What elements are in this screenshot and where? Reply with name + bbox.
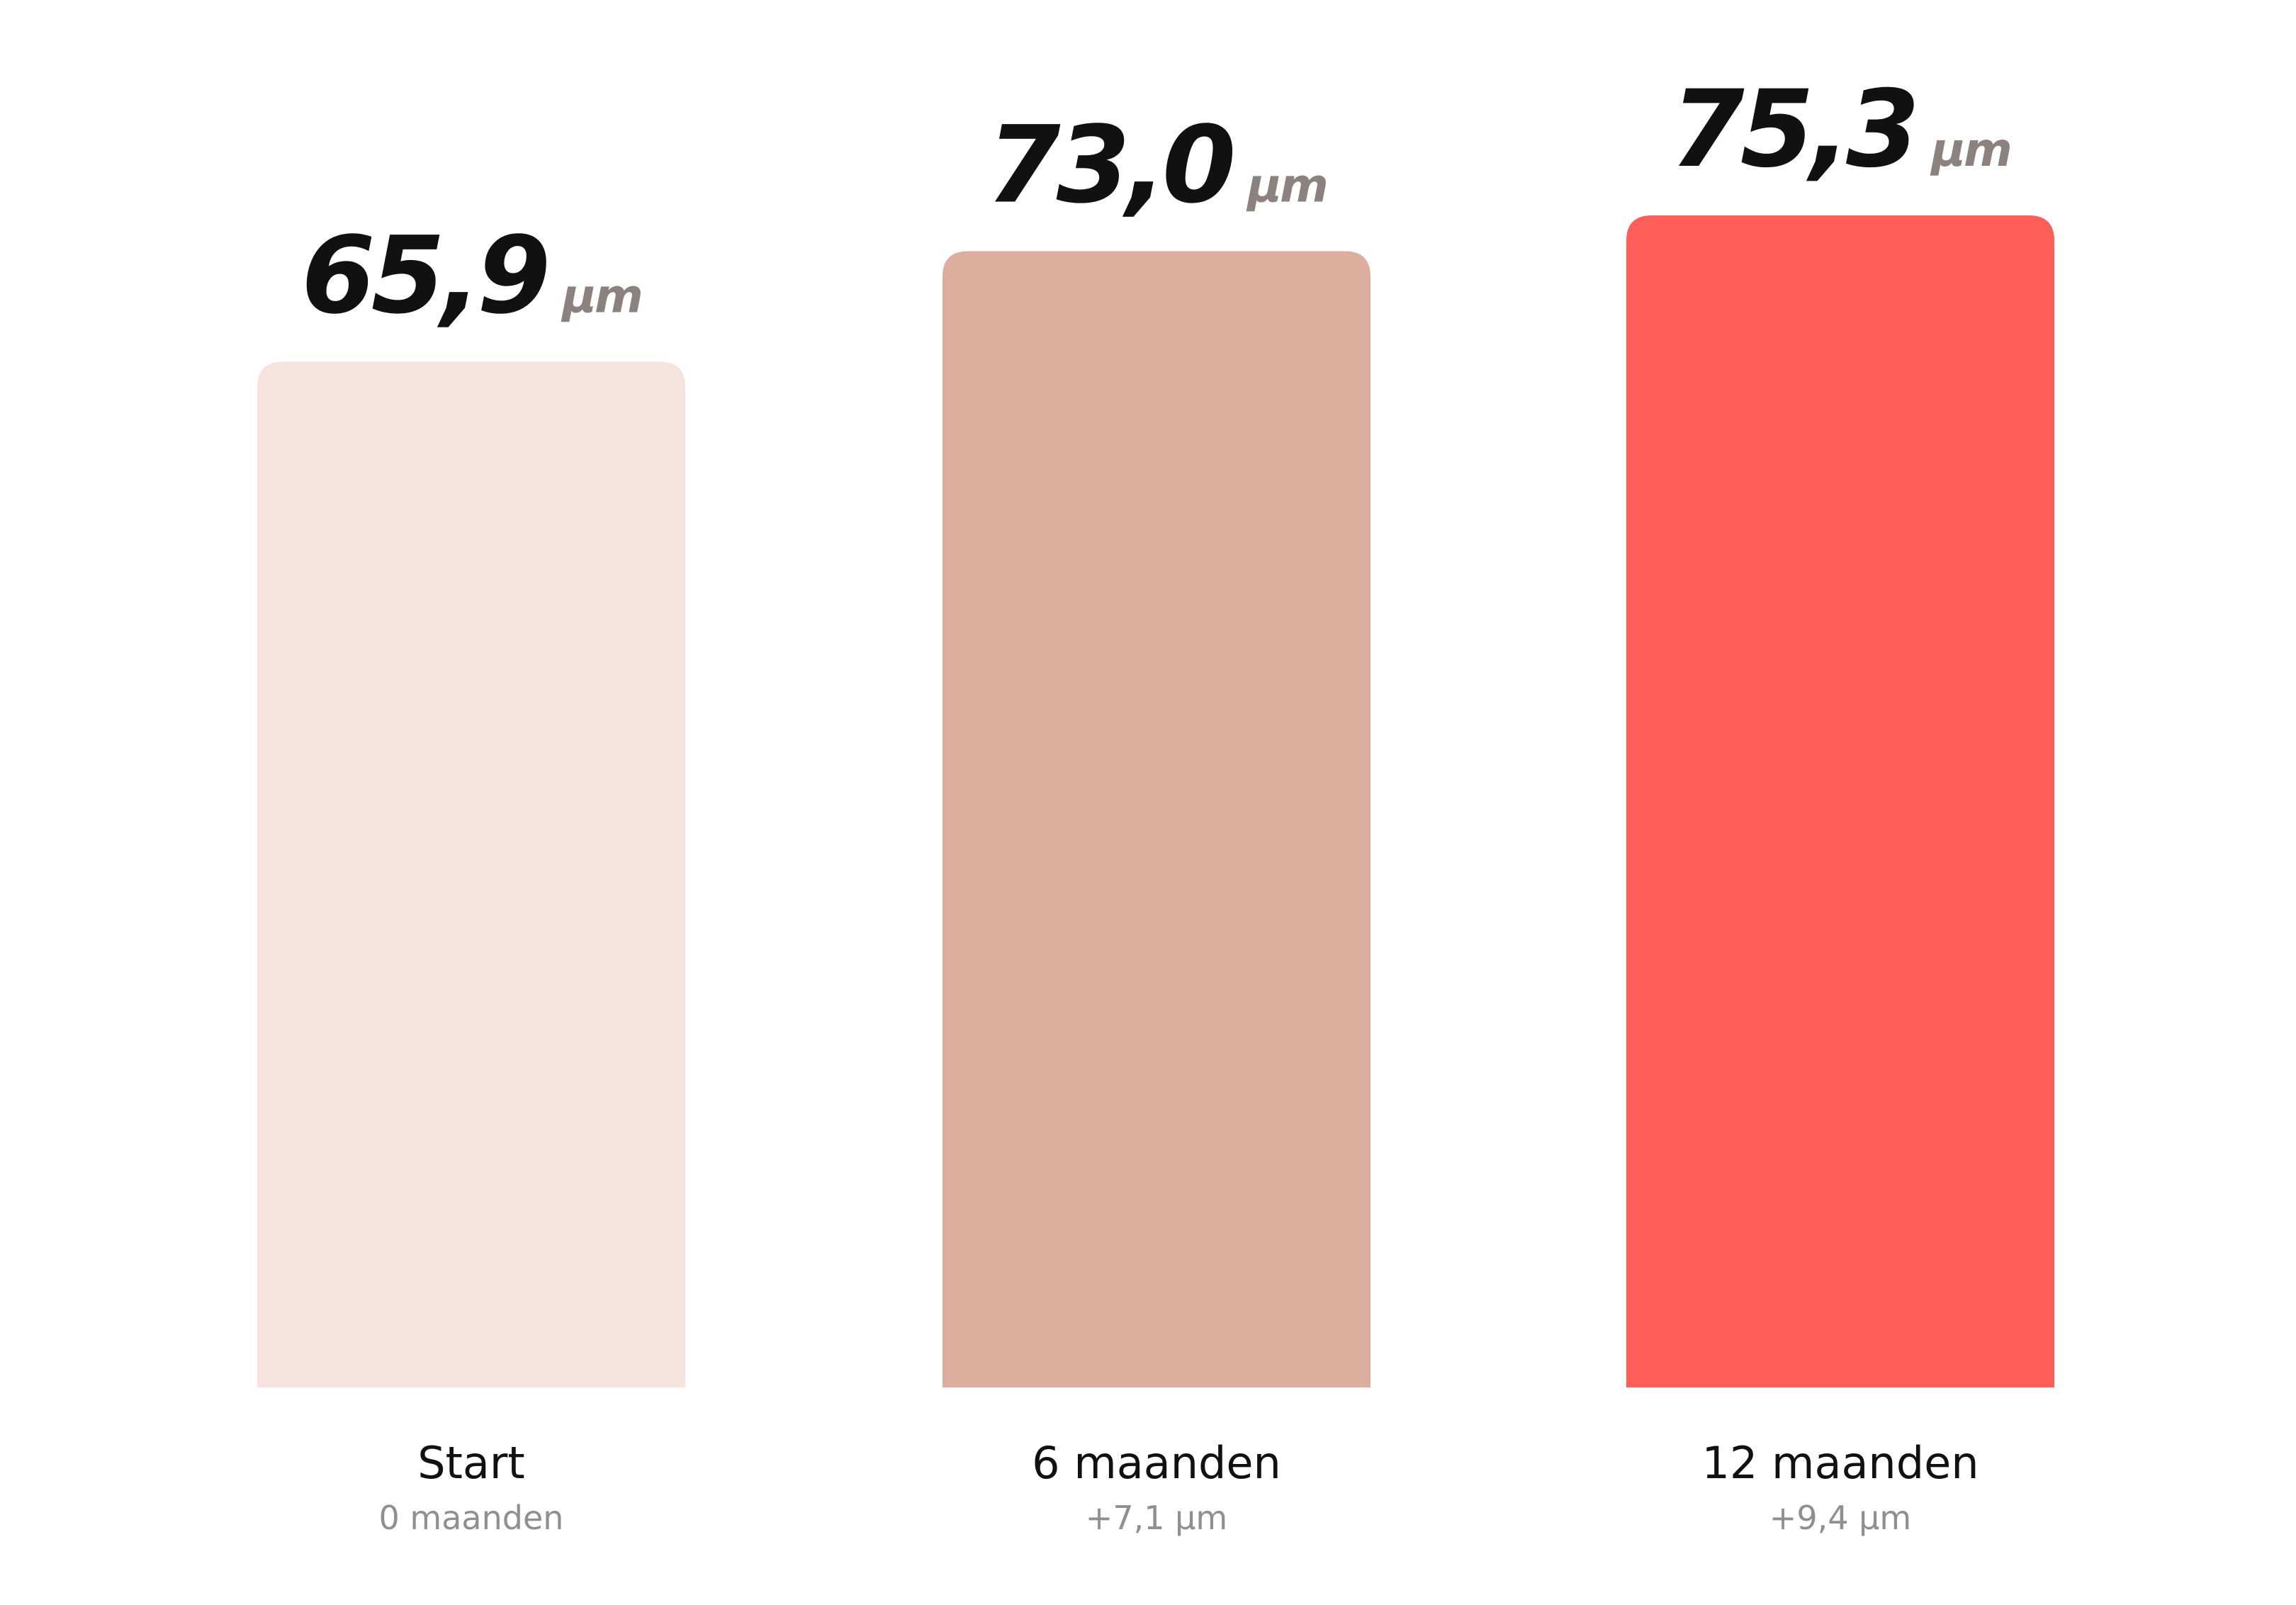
value-label-12-maanden: 75,3 µm [1670,68,2010,191]
value-unit: µm [1246,159,1326,213]
value-unit: µm [561,269,641,323]
category-subtitle-12-maanden: +9,4 µm [1769,1499,1911,1537]
category-label-12-maanden: 12 maanden [1701,1437,1979,1489]
bar-start [257,361,685,1387]
category-label-start: Start [417,1437,524,1489]
category-subtitle-start: 0 maanden [379,1499,564,1537]
category-label-6-maanden: 6 maanden [1032,1437,1281,1489]
category-subtitle-6-maanden: +7,1 µm [1086,1499,1227,1537]
value-number: 75,3 [1670,68,1915,191]
bar-6-maanden [942,251,1371,1387]
value-number: 73,0 [986,104,1233,227]
bars-group [257,215,2054,1387]
value-label-start: 65,9 µm [301,214,641,337]
value-unit: µm [1930,123,2010,177]
value-number: 65,9 [301,214,546,337]
value-label-6-maanden: 73,0 µm [986,104,1326,227]
bar-12-maanden [1626,215,2054,1387]
